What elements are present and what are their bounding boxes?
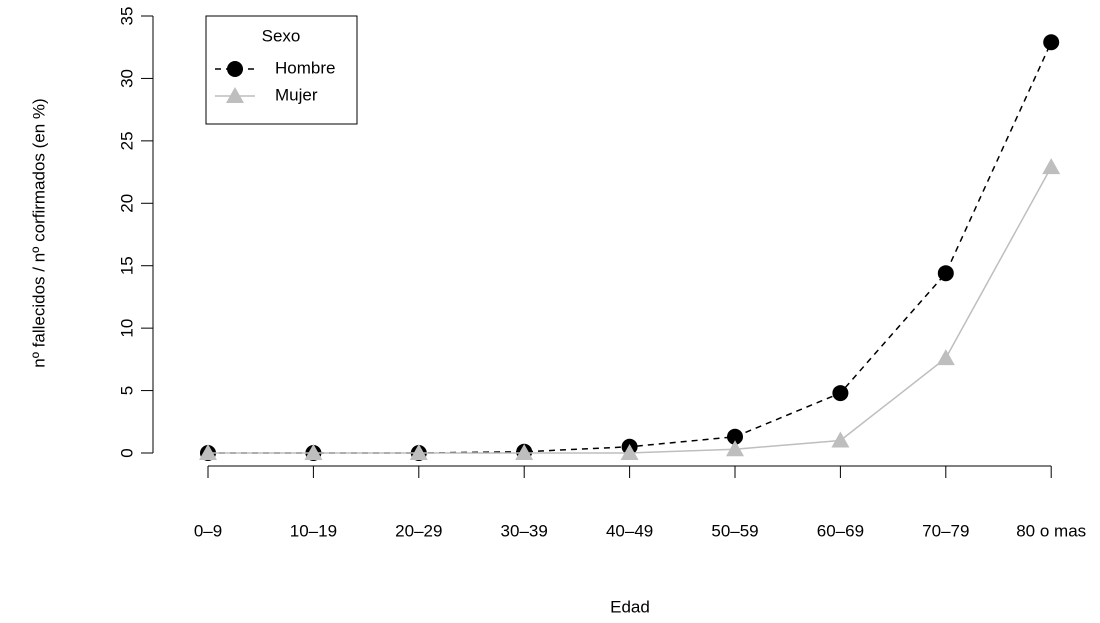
marker — [227, 61, 243, 77]
x-tick-label: 40–49 — [606, 521, 653, 540]
y-tick-label: 35 — [117, 7, 136, 26]
marker — [831, 431, 850, 448]
marker — [937, 265, 954, 282]
y-tick-label: 10 — [117, 319, 136, 338]
marker — [936, 349, 955, 366]
y-tick-label: 0 — [117, 448, 136, 457]
x-tick-label: 70–79 — [922, 521, 969, 540]
y-tick-label: 30 — [117, 69, 136, 88]
y-axis-label: nº fallecidos / nº corfirmados (en %) — [29, 98, 48, 367]
marker — [620, 444, 639, 460]
x-tick-label: 30–39 — [501, 521, 548, 540]
marker — [304, 444, 323, 460]
series-line — [208, 166, 1052, 454]
x-tick-label: 0–9 — [194, 521, 222, 540]
y-tick-label: 20 — [117, 194, 136, 213]
legend-label: Mujer — [275, 85, 318, 104]
x-tick-label: 60–69 — [817, 521, 864, 540]
marker — [1043, 34, 1060, 51]
legend: Sexo Hombre Mujer — [205, 15, 358, 125]
x-tick-label: 50–59 — [711, 521, 758, 540]
x-tick-label: 20–29 — [395, 521, 442, 540]
marker — [832, 385, 849, 402]
x-tick-label: 80 o mas — [1016, 521, 1086, 540]
series — [199, 158, 1061, 460]
y-tick-label: 15 — [117, 256, 136, 275]
x-tick-label: 10–19 — [290, 521, 337, 540]
marker — [226, 87, 244, 103]
marker — [199, 444, 217, 460]
legend-title: Sexo — [262, 26, 301, 45]
y-tick-label: 5 — [117, 386, 136, 395]
marker — [726, 440, 744, 457]
y-tick-label: 25 — [117, 131, 136, 150]
marker — [1042, 158, 1061, 175]
legend-label: Hombre — [275, 58, 335, 77]
marker — [409, 444, 428, 460]
x-axis-label: Edad — [610, 597, 650, 616]
marker — [515, 444, 534, 460]
marker — [727, 428, 743, 445]
